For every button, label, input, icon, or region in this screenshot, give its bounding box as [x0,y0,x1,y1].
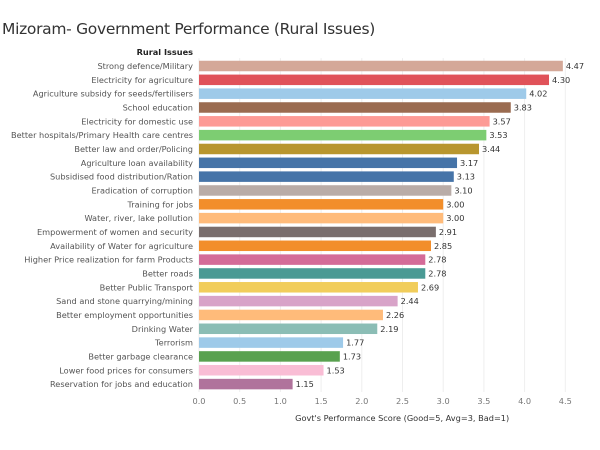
category-label: Agriculture loan availability [81,158,193,168]
data-label: 3.00 [446,199,464,209]
category-label: Sand and stone quarrying/mining [56,296,193,306]
category-label: Terrorism [154,338,193,348]
bar [199,365,324,376]
data-label: 3.00 [446,213,464,223]
bar [199,226,436,238]
data-label: 2.26 [386,310,404,320]
bar [199,143,480,155]
category-label: Electricity for agriculture [91,75,193,85]
category-label: Subsidised food distribution/Ration [50,172,193,182]
data-label: 2.78 [428,255,446,265]
row-header: Rural Issues [137,47,194,57]
bar [199,102,511,113]
x-tick-label: 0.5 [233,396,246,406]
category-label: Drinking Water [132,324,194,334]
data-label: 1.15 [296,379,314,389]
data-label: 1.77 [346,338,364,348]
x-tick-label: 4.5 [559,396,572,406]
x-tick-label: 1.0 [274,396,287,406]
category-label: Better Public Transport [100,282,194,292]
x-axis-title: Govt's Performance Score (Good=5, Avg=3,… [295,413,509,423]
category-label: Better employment opportunities [56,310,193,320]
category-label: Better hospitals/Primary Health care cen… [11,130,193,140]
bar [199,157,458,169]
category-label: Empowerment of women and security [37,227,193,237]
category-label: Eradication of corruption [92,185,194,195]
x-tick-label: 3.5 [477,396,490,406]
bar [199,282,418,293]
bar [199,337,344,348]
data-label: 3.10 [454,185,472,195]
data-label: 2.44 [401,296,419,306]
x-tick-label: 1.5 [315,396,328,406]
data-label: 3.17 [460,158,478,168]
bar [199,171,454,182]
bar [199,240,431,252]
bar [199,295,398,307]
bar [199,116,490,127]
data-label: 4.02 [529,89,547,99]
category-label: Agriculture subsidy for seeds/fertiliser… [33,89,193,99]
bar [199,378,293,390]
bar [199,185,452,196]
bar [199,254,426,265]
data-label: 3.13 [457,172,475,182]
category-label: Lower food prices for consumers [59,365,193,375]
bar [199,88,527,99]
x-tick-label: 2.5 [396,396,409,406]
bar [199,351,340,362]
data-label: 2.78 [428,268,446,278]
bar [199,199,444,210]
x-tick-label: 0.0 [192,396,205,406]
bar [199,60,563,72]
x-tick-label: 3.0 [437,396,450,406]
category-label: Training for jobs [126,199,193,209]
category-label: Higher Price realization for farm Produc… [24,255,193,265]
category-label: Better garbage clearance [88,351,193,361]
data-label: 1.53 [327,365,345,375]
bar [199,268,426,279]
data-label: 3.83 [514,102,532,112]
category-label: Availability of Water for agriculture [50,241,193,251]
chart-title: Mizoram- Government Performance (Rural I… [2,20,375,38]
data-label: 2.69 [421,282,439,292]
data-label: 3.57 [493,116,511,126]
x-tick-label: 2.0 [355,396,368,406]
category-label: Water, river, lake pollution [84,213,193,223]
data-label: 3.53 [489,130,507,140]
data-label: 1.73 [343,351,361,361]
category-label: School education [123,102,193,112]
bar [199,129,487,141]
data-label: 4.47 [566,61,584,71]
bar [199,309,383,321]
data-label: 4.30 [552,75,570,85]
data-label: 2.91 [439,227,457,237]
category-label: Better roads [142,268,193,278]
category-label: Electricity for domestic use [81,116,193,126]
x-tick-label: 4.0 [518,396,531,406]
data-label: 3.44 [482,144,500,154]
bar [199,74,550,86]
category-label: Better law and order/Policing [74,144,193,154]
category-label: Reservation for jobs and education [50,379,193,389]
bar [199,212,444,224]
bar [199,323,378,335]
category-label: Strong defence/Military [97,61,193,71]
data-label: 2.19 [380,324,398,334]
data-label: 2.85 [434,241,452,251]
